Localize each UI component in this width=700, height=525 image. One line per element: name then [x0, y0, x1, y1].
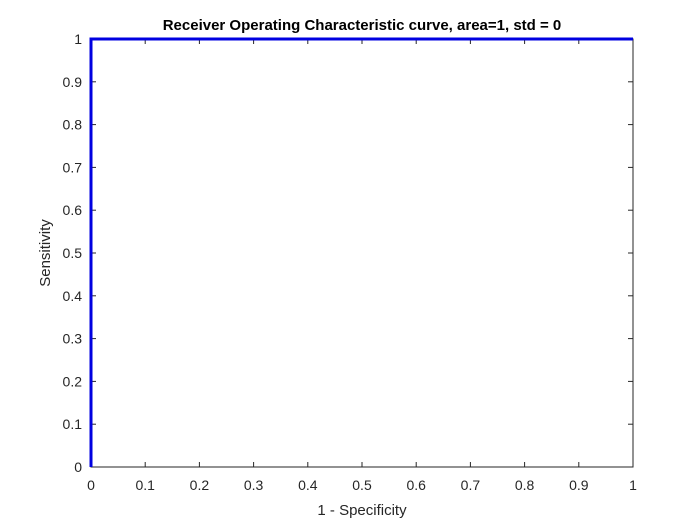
y-tick-label: 0.4 [63, 288, 83, 304]
x-tick-label: 0.2 [190, 477, 210, 493]
x-tick-label: 0.1 [135, 477, 155, 493]
chart-title: Receiver Operating Characteristic curve,… [163, 17, 562, 34]
x-tick-label: 1 [629, 477, 637, 493]
x-tick-label: 0.4 [298, 477, 318, 493]
plot-area [90, 38, 634, 468]
y-tick-label: 0.1 [63, 416, 83, 432]
x-tick-label: 0.3 [244, 477, 264, 493]
roc-curve-line [89, 37, 633, 467]
y-tick-label: 0.7 [63, 159, 83, 175]
y-tick-label: 0 [74, 459, 82, 475]
x-tick-label: 0.8 [515, 477, 535, 493]
x-tick-label: 0 [87, 477, 95, 493]
x-axis-label: 1 - Specificity [317, 502, 407, 519]
y-tick-label: 1 [74, 31, 82, 47]
y-tick-label: 0.3 [63, 331, 83, 347]
y-axis-ticks: 0 0.1 0.2 0.3 0.4 0.5 0.6 0.7 0.8 0.9 1 [63, 31, 633, 475]
x-tick-label: 0.9 [569, 477, 589, 493]
series-layer [89, 37, 633, 467]
y-tick-label: 0.8 [63, 117, 83, 133]
plot-axes: 0 0.1 0.2 0.3 0.4 0.5 0.6 0.7 0.8 0.9 1 0 0.1 0.2 0.3… [63, 31, 638, 493]
x-tick-label: 0.7 [461, 477, 481, 493]
y-axis-label: Sensitivity [37, 219, 54, 287]
x-tick-label: 0.6 [406, 477, 426, 493]
y-tick-label: 0.9 [63, 74, 83, 90]
x-tick-label: 0.5 [352, 477, 372, 493]
y-tick-label: 0.5 [63, 245, 83, 261]
x-axis-ticks: 0 0.1 0.2 0.3 0.4 0.5 0.6 0.7 0.8 0.9 1 [87, 39, 637, 493]
y-tick-label: 0.2 [63, 373, 83, 389]
y-tick-label: 0.6 [63, 202, 83, 218]
